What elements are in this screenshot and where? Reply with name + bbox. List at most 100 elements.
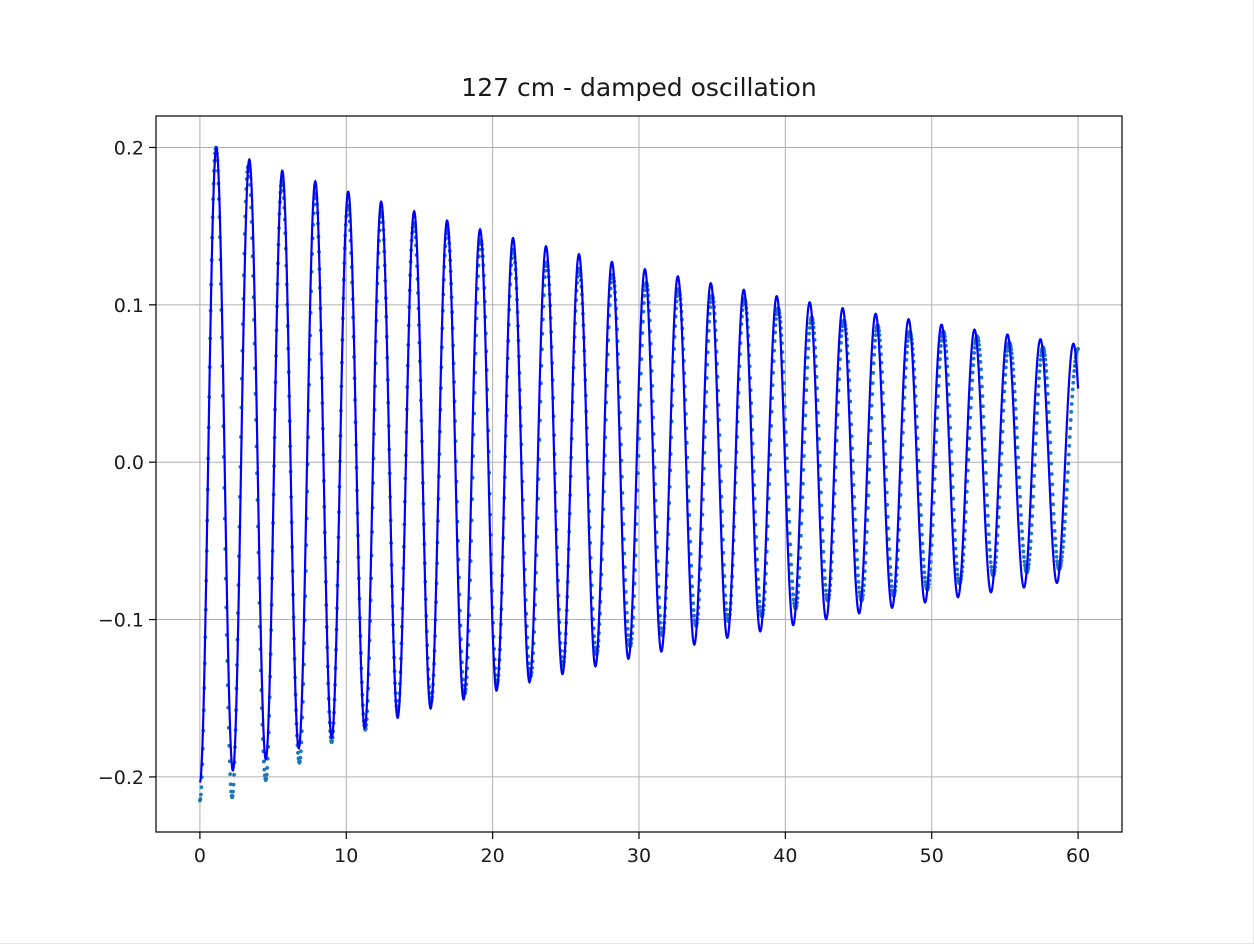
measured-point <box>1016 465 1021 470</box>
measured-point <box>869 403 874 408</box>
measured-point <box>970 378 975 383</box>
measured-point <box>953 546 958 551</box>
measured-point <box>1067 435 1072 439</box>
measured-point <box>868 441 873 446</box>
measured-point <box>820 527 825 532</box>
measured-point <box>1046 410 1051 415</box>
measured-point <box>1055 559 1060 564</box>
measured-point <box>807 325 812 330</box>
measured-point <box>1029 531 1034 536</box>
measured-point <box>1048 451 1053 455</box>
measured-point <box>989 565 994 569</box>
measured-point <box>889 579 894 583</box>
measured-point <box>808 321 813 326</box>
measured-point <box>1003 380 1007 385</box>
measured-point <box>1018 504 1023 508</box>
measured-point <box>789 562 794 567</box>
measured-point <box>1045 392 1050 396</box>
measured-point <box>857 590 862 595</box>
measured-point <box>983 448 987 453</box>
measured-point <box>642 293 647 298</box>
measured-point <box>869 416 874 420</box>
measured-point <box>805 355 810 360</box>
measured-point <box>1044 369 1049 373</box>
measured-point <box>840 328 844 333</box>
x-tick-label: 30 <box>627 845 651 867</box>
y-tick-label: 0.1 <box>114 295 144 317</box>
measured-point <box>757 599 762 604</box>
measured-point <box>979 375 984 380</box>
measured-point <box>1054 554 1059 559</box>
measured-point <box>872 352 877 357</box>
measured-point <box>1068 426 1073 431</box>
measured-point <box>923 579 928 584</box>
measured-point <box>791 592 796 597</box>
measured-point <box>972 350 977 355</box>
measured-point <box>853 517 858 522</box>
measured-point <box>1065 470 1070 475</box>
measured-point <box>1034 421 1039 425</box>
measured-point <box>938 357 942 362</box>
measured-point <box>659 626 663 631</box>
measured-point <box>969 396 974 400</box>
measured-point <box>822 576 827 581</box>
measured-point <box>1049 461 1054 466</box>
measured-point <box>986 523 991 528</box>
measured-point <box>1066 461 1071 466</box>
measured-point <box>1049 472 1054 476</box>
measured-point <box>984 493 989 497</box>
measured-point <box>1015 435 1020 440</box>
measured-point <box>872 345 877 350</box>
measured-point <box>299 749 303 754</box>
measured-point <box>691 608 696 612</box>
measured-point <box>198 792 203 797</box>
measured-point <box>922 564 926 569</box>
measured-point <box>1052 529 1057 533</box>
measured-point <box>1069 402 1074 406</box>
measured-point <box>803 400 808 405</box>
measured-point <box>1053 536 1058 541</box>
measured-point <box>805 365 810 370</box>
measured-point <box>1069 409 1074 414</box>
measured-point <box>1004 359 1009 363</box>
measured-point <box>866 493 871 498</box>
measured-point <box>692 618 697 623</box>
measured-point <box>757 593 761 598</box>
chart-title: 127 cm - damped oscillation <box>461 73 816 102</box>
measured-point <box>1014 425 1019 430</box>
measured-point <box>1020 536 1025 541</box>
measured-point <box>866 480 871 485</box>
measured-point <box>952 528 957 533</box>
measured-point <box>690 584 695 589</box>
measured-point <box>626 633 631 638</box>
measured-point <box>1048 440 1053 445</box>
x-tick-label: 50 <box>920 845 944 867</box>
measured-point <box>1021 549 1026 554</box>
measured-point <box>919 523 924 528</box>
measured-point <box>867 454 872 459</box>
measured-point <box>708 300 713 304</box>
measured-point <box>820 515 824 520</box>
measured-point <box>724 612 729 617</box>
measured-point <box>1076 347 1080 351</box>
measured-point <box>985 513 990 518</box>
measured-point <box>954 561 959 566</box>
measured-point <box>971 356 976 361</box>
measured-point <box>231 789 235 794</box>
measured-point <box>971 363 976 368</box>
measured-point <box>920 532 924 537</box>
measured-point <box>822 568 827 573</box>
measured-point <box>871 370 876 375</box>
x-tick-label: 0 <box>194 845 206 867</box>
measured-point <box>1067 443 1072 448</box>
measured-point <box>1051 502 1056 507</box>
measured-point <box>692 613 697 618</box>
measured-point <box>988 560 993 565</box>
measured-point <box>1031 494 1036 499</box>
measured-point <box>791 597 796 602</box>
measured-point <box>802 440 807 445</box>
measured-point <box>857 585 861 590</box>
measured-point <box>788 542 793 547</box>
